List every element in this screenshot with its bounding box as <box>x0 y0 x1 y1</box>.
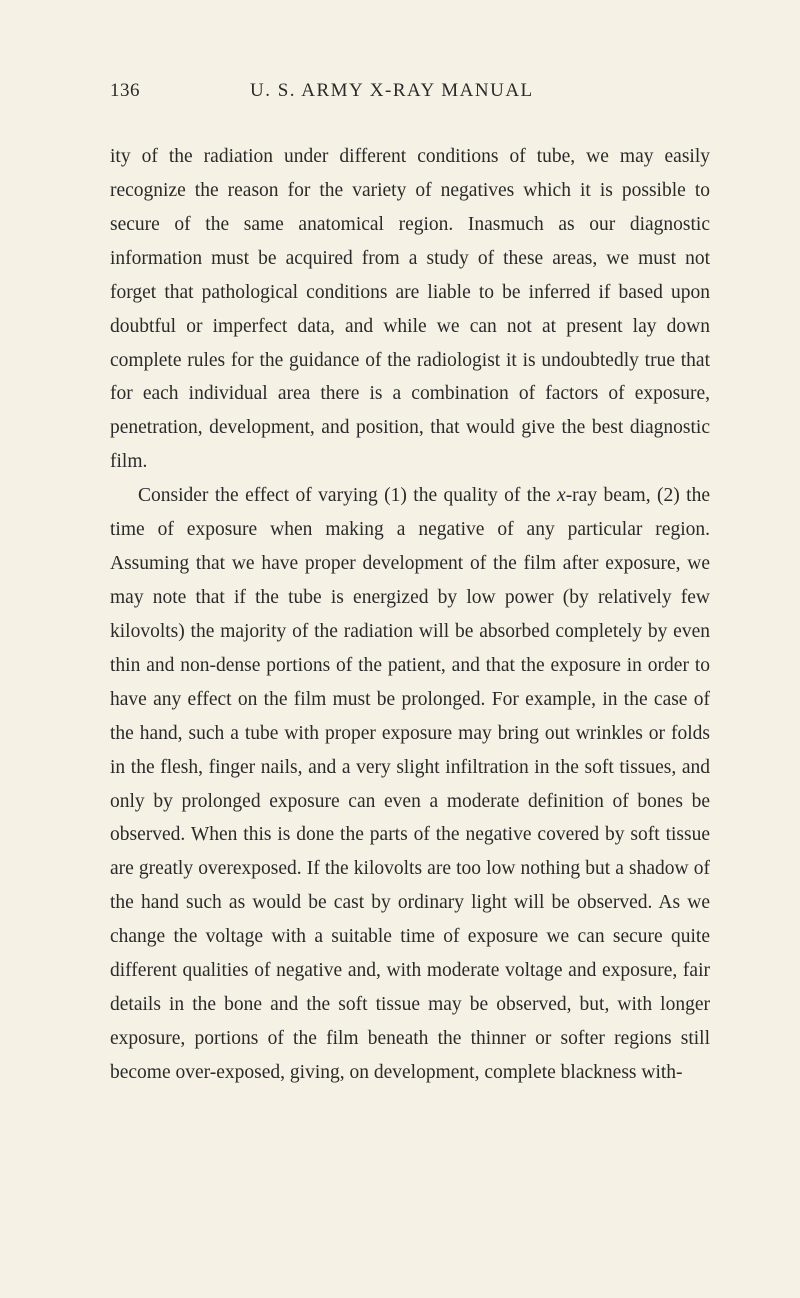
paragraph-2-italic: x <box>557 485 566 506</box>
paragraph-2-post: -ray beam, (2) the time of exposure when… <box>110 485 710 1083</box>
paragraph-2-pre: Consider the effect of varying (1) the q… <box>138 485 557 506</box>
running-header: U. S. ARMY X-RAY MANUAL <box>250 80 534 102</box>
paragraph-2: Consider the effect of varying (1) the q… <box>110 479 710 1090</box>
body-text: ity of the radiation under different con… <box>110 140 710 1090</box>
page-number: 136 <box>110 80 140 102</box>
page-header: 136 U. S. ARMY X-RAY MANUAL <box>110 80 710 102</box>
paragraph-1: ity of the radiation under different con… <box>110 140 710 479</box>
